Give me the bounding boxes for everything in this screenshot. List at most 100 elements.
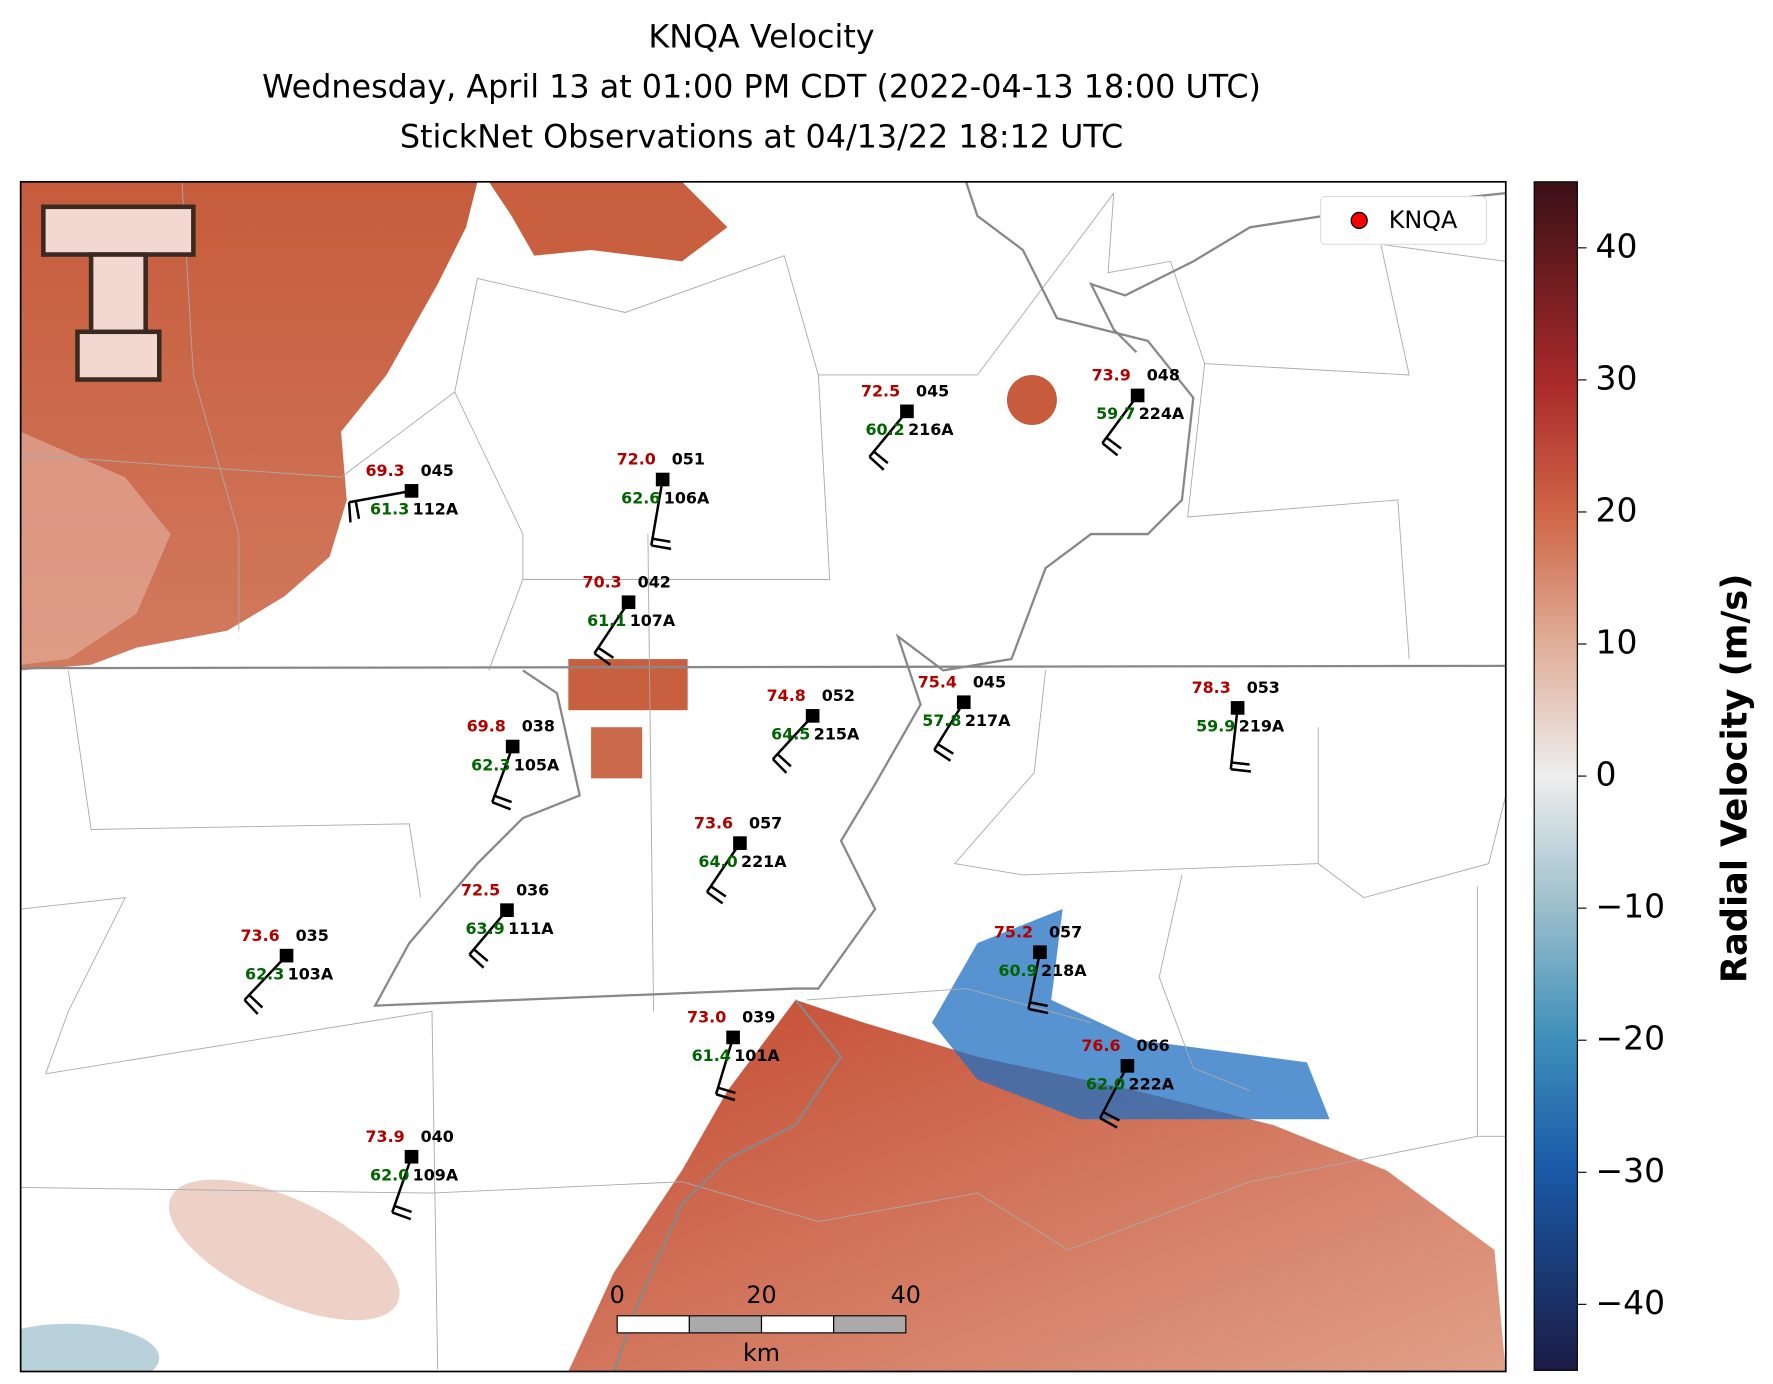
colorbar-label: Radial Velocity (m/s)	[1714, 574, 1755, 983]
station-id: 224A	[1139, 404, 1185, 423]
station: 70.3 042 61.1 107A	[583, 572, 676, 666]
dewpoint: 64.5	[771, 725, 810, 744]
station-id: 103A	[288, 964, 334, 983]
temperature: 74.8	[767, 686, 806, 705]
wind-barb	[771, 758, 788, 774]
temperature: 73.6	[694, 813, 733, 832]
temperature: 69.8	[467, 717, 506, 736]
scale-label: 20	[746, 1281, 776, 1309]
wind-direction: 057	[1049, 922, 1082, 941]
station-marker	[500, 903, 514, 917]
subtitle: StickNet Observations at 04/13/22 18:12 …	[400, 118, 1123, 156]
station-marker	[805, 709, 820, 723]
station-marker	[1230, 701, 1245, 715]
wind-direction: 048	[1147, 366, 1180, 385]
wind-direction: 039	[742, 1008, 775, 1027]
dewpoint: 63.9	[465, 919, 504, 938]
wind-barb	[597, 646, 615, 659]
station-id: 105A	[514, 755, 560, 774]
map	[20, 181, 1506, 1372]
wind-barb	[243, 954, 288, 1001]
scale-bar: 0 20 40 km	[610, 1281, 921, 1367]
wind-barb	[872, 450, 889, 465]
wind-barb	[937, 743, 954, 755]
station: 73.6 035 62.3 103A	[241, 926, 334, 1015]
wind-direction: 045	[916, 382, 949, 401]
colorbar	[1533, 181, 1578, 1371]
wind-barb	[706, 890, 724, 905]
wind-direction: 045	[973, 672, 1006, 691]
dewpoint: 60.9	[998, 961, 1037, 980]
title: KNQA Velocity	[648, 18, 874, 56]
wind-direction: 052	[822, 686, 855, 705]
wind-barb	[1028, 1007, 1049, 1015]
wind-barb	[491, 801, 512, 811]
wind-barb	[710, 885, 727, 898]
scale-segment	[760, 1315, 835, 1334]
station-marker	[404, 1149, 419, 1164]
station-marker	[1120, 1059, 1135, 1073]
dewpoint: 62.3	[471, 755, 510, 774]
scale-label: 0	[610, 1281, 625, 1309]
station-id: 221A	[741, 852, 787, 871]
radar-echo	[931, 909, 1330, 1120]
station-id: 215A	[814, 725, 860, 744]
colorbar-tick-label: −30	[1596, 1151, 1666, 1190]
legend-box	[1319, 196, 1488, 245]
dewpoint: 59.7	[1096, 404, 1135, 423]
colorbar-tick-label: 20	[1596, 490, 1638, 529]
dewpoint: 59.9	[1196, 717, 1235, 736]
wind-barb	[1099, 1065, 1129, 1119]
colorbar-tick-label: −40	[1596, 1283, 1666, 1322]
colorbar-tick-label: 30	[1596, 358, 1638, 397]
wind-barb	[348, 489, 412, 504]
station: 73.0 039 61.4 101A	[687, 1008, 780, 1102]
wind-direction: 053	[1247, 678, 1280, 697]
university-logo	[41, 204, 196, 382]
temperature: 75.4	[918, 672, 957, 691]
map-frame	[19, 180, 1507, 1373]
station: 75.2 057 60.9 218A	[994, 922, 1087, 1015]
wind-barb	[868, 410, 908, 458]
wind-direction: 066	[1136, 1036, 1169, 1055]
dewpoint: 57.8	[922, 711, 961, 730]
dewpoint: 62.3	[245, 964, 284, 983]
wind-barb	[868, 455, 885, 471]
radar-echo	[591, 727, 643, 779]
radar-echo	[488, 181, 728, 262]
colorbar-tick-label: 0	[1596, 755, 1617, 794]
wind-barb	[491, 746, 514, 803]
wind-barb	[468, 909, 508, 956]
station-id: 106A	[664, 488, 710, 507]
wind-direction: 035	[296, 926, 329, 945]
wind-direction: 051	[672, 450, 705, 469]
station-id: 107A	[630, 611, 676, 630]
station-id: 101A	[734, 1046, 780, 1065]
wind-barb	[1101, 442, 1119, 457]
station-marker	[655, 472, 670, 487]
wind-barb	[715, 1093, 736, 1102]
station-id: 219A	[1239, 717, 1285, 736]
station: 72.5 036 63.9 111A	[461, 880, 554, 969]
temperature: 78.3	[1192, 678, 1231, 697]
dewpoint: 64.0	[698, 852, 737, 871]
wind-barb	[1105, 436, 1122, 450]
wind-barb	[391, 1156, 413, 1213]
station: 73.6 057 64.0 221A	[694, 813, 787, 905]
scale-segment	[688, 1315, 763, 1334]
station-marker	[726, 1030, 740, 1045]
station: 69.8 038 62.3 105A	[467, 717, 560, 811]
station-id: 111A	[508, 919, 554, 938]
county-lines	[20, 181, 1506, 1370]
stations: 69.3 045 61.3 112A 72.0 051 62.6 106A 70.3 042 61.…	[241, 366, 1285, 1221]
station: 72.0 051 62.6 106A	[617, 450, 710, 551]
station-marker	[505, 739, 520, 754]
station-marker	[733, 836, 747, 850]
wind-direction: 040	[421, 1127, 454, 1146]
colorbar-tick-label: 40	[1596, 226, 1638, 265]
subtitle: Wednesday, April 13 at 01:00 PM CDT (202…	[262, 68, 1261, 106]
station: 73.9 040 62.0 109A	[365, 1127, 459, 1221]
wind-barb	[1099, 1117, 1118, 1129]
temperature: 73.0	[687, 1008, 726, 1027]
wind-barb	[776, 753, 792, 768]
